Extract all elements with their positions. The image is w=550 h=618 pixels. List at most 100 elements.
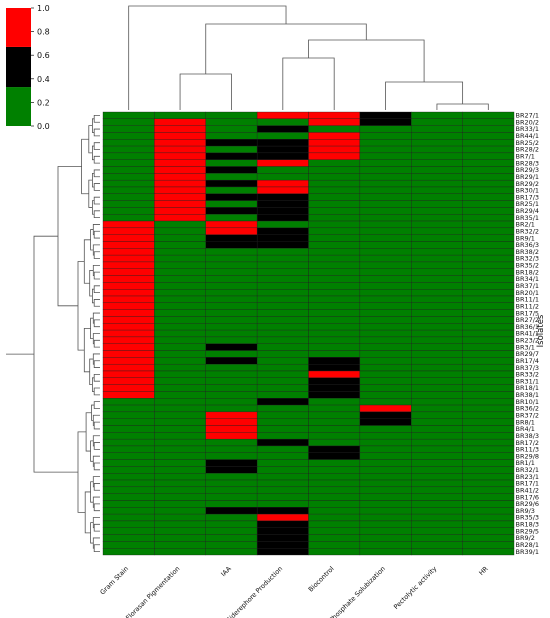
heatmap-cell: [462, 254, 515, 263]
heatmap-cell: [308, 254, 361, 263]
heatmap-cell: [256, 438, 309, 447]
heatmap-cell: [462, 261, 515, 269]
column-dendrogram: [128, 5, 489, 110]
column-label: HR: [477, 564, 490, 577]
heatmap-cell: [154, 179, 206, 188]
heatmap-cell: [102, 357, 155, 365]
heatmap-cell: [205, 139, 258, 147]
row-label: BR38/1: [516, 391, 540, 399]
heatmap-cell: [411, 391, 463, 399]
heatmap-cell: [411, 452, 463, 460]
heatmap-cell: [256, 261, 309, 269]
heatmap-cell: [411, 289, 463, 297]
heatmap-cell: [359, 350, 412, 358]
heatmap-cell: [154, 425, 206, 433]
heatmap-cell: [308, 132, 361, 140]
heatmap-cell: [205, 520, 258, 528]
heatmap-cell: [154, 152, 206, 160]
row-label: BR8/1: [516, 418, 535, 426]
heatmap-cell: [359, 139, 412, 147]
row-label: BR10/1: [516, 398, 540, 406]
heatmap-cell: [154, 329, 206, 338]
heatmap-cell: [308, 370, 361, 378]
row-label: BR17/4: [516, 357, 540, 365]
heatmap-cell: [359, 541, 412, 549]
heatmap-cell: [102, 227, 155, 235]
heatmap-cell: [359, 507, 412, 515]
heatmap-cell: [359, 370, 412, 378]
heatmap-cell: [154, 513, 206, 522]
heatmap-cell: [154, 432, 206, 440]
heatmap-cell: [308, 459, 361, 467]
heatmap-cell: [308, 309, 361, 317]
heatmap-cell: [256, 214, 309, 222]
heatmap-cell: [205, 261, 258, 269]
heatmap-cell: [411, 350, 463, 358]
heatmap-cell: [256, 377, 309, 385]
heatmap-cell: [205, 507, 258, 515]
row-labels: BR27/1BR20/2BR33/1BR44/1BR25/2BR28/2BR7/…: [516, 112, 540, 556]
heatmap-cell: [462, 384, 515, 392]
heatmap-cell: [102, 445, 155, 453]
heatmap-cell: [154, 316, 206, 324]
heatmap-cell: [308, 193, 361, 201]
heatmap-cell: [102, 329, 155, 338]
heatmap-cell: [205, 404, 258, 413]
row-label: BR30/1: [516, 187, 540, 195]
heatmap-cell: [359, 200, 412, 208]
heatmap-cell: [205, 425, 258, 433]
column-label: Siderephore Production: [225, 565, 284, 618]
heatmap-cell: [102, 377, 155, 385]
heatmap-cell: [256, 445, 309, 453]
heatmap-cell: [205, 418, 258, 426]
heatmap-cell: [359, 220, 412, 229]
heatmap-cell: [102, 214, 155, 222]
row-label: BR3/1: [516, 343, 535, 351]
heatmap-cell: [308, 139, 361, 147]
heatmap-cell: [205, 152, 258, 160]
heatmap-cell: [462, 139, 515, 147]
heatmap-cell: [205, 268, 258, 276]
column-label: Phosphate Solubization: [328, 565, 387, 618]
heatmap-cell: [462, 316, 515, 324]
heatmap-cell: [102, 152, 155, 160]
heatmap-cell: [359, 309, 412, 317]
heatmap-cell: [102, 193, 155, 201]
heatmap-cell: [102, 118, 155, 126]
heatmap-cell: [256, 343, 309, 351]
heatmap-cell: [256, 132, 309, 140]
heatmap-cell: [154, 118, 206, 126]
heatmap-cell: [154, 363, 206, 372]
heatmap-cell: [154, 336, 206, 344]
heatmap-cell: [411, 179, 463, 188]
heatmap-cell: [359, 404, 412, 413]
heatmap-cell: [359, 377, 412, 385]
heatmap-cell: [154, 132, 206, 140]
heatmap-cell: [359, 214, 412, 222]
heatmap-cell: [256, 173, 309, 181]
heatmap-cell: [308, 234, 361, 242]
heatmap-cell: [154, 350, 206, 358]
heatmap-cell: [154, 527, 206, 535]
heatmap-cell: [256, 329, 309, 338]
heatmap-cell: [411, 479, 463, 488]
heatmap-cell: [102, 295, 155, 304]
heatmap-cell: [308, 336, 361, 344]
heatmap-cell: [308, 214, 361, 222]
heatmap-cell: [462, 404, 515, 413]
heatmap-cell: [154, 534, 206, 542]
heatmap-cell: [308, 145, 361, 154]
heatmap-cell: [359, 473, 412, 481]
heatmap-cell: [462, 159, 515, 167]
heatmap-cell: [411, 507, 463, 515]
heatmap-cell: [308, 473, 361, 481]
heatmap-cell: [256, 391, 309, 399]
heatmap-cell: [462, 370, 515, 378]
heatmap-cell: [102, 486, 155, 494]
heatmap-cell: [411, 363, 463, 372]
heatmap-cell: [359, 336, 412, 344]
heatmap-cell: [308, 166, 361, 174]
colorbar-tick-label: 0.0: [37, 122, 50, 131]
row-label: BR29/5: [516, 527, 540, 535]
heatmap-cell: [205, 227, 258, 235]
